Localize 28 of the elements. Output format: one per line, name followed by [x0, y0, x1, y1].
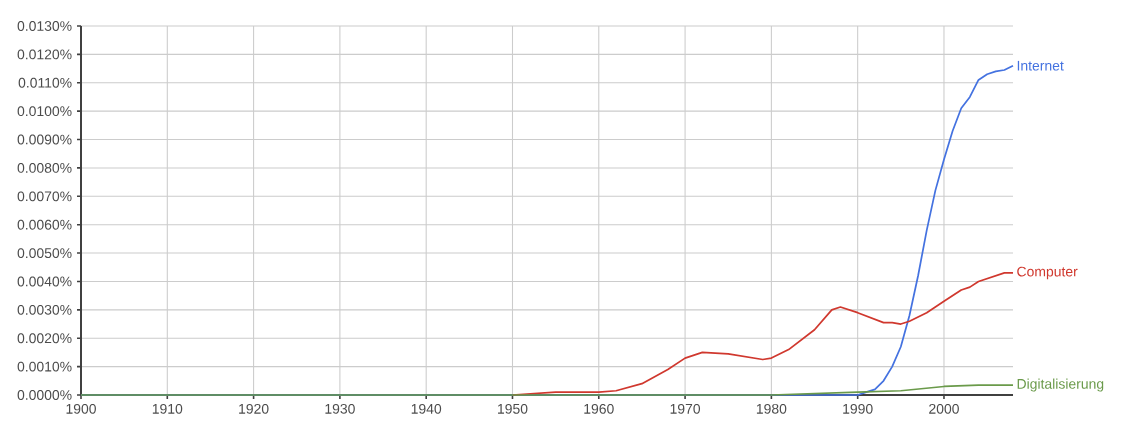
x-tick-label: 1970	[670, 403, 701, 414]
x-tick-label: 1920	[239, 403, 269, 414]
y-tick-label: 0.0000%	[17, 390, 72, 400]
y-tick-label: 0.0010%	[17, 361, 72, 372]
x-tick-label: 1990	[843, 403, 873, 414]
x-tick-label: 1950	[498, 403, 528, 414]
x-tick-label: 1940	[411, 403, 442, 414]
x-tick-label: 1980	[756, 403, 787, 414]
x-tick-label: 1910	[152, 403, 183, 414]
y-tick-label: 0.0030%	[17, 304, 72, 315]
y-tick-label: 0.0020%	[17, 333, 72, 344]
y-tick-label: 0.0120%	[17, 49, 72, 60]
x-tick-label: 2000	[929, 403, 959, 414]
x-tick-label: 1960	[584, 403, 614, 414]
series-label: Computer	[1017, 266, 1078, 280]
y-tick-label: 0.0060%	[17, 219, 72, 230]
x-tick-label: 1900	[66, 403, 96, 414]
y-tick-label: 0.0070%	[17, 191, 72, 202]
y-tick-label: 0.0130%	[17, 21, 72, 31]
x-tick-label: 1930	[325, 403, 355, 414]
y-tick-label: 0.0110%	[18, 77, 72, 88]
y-tick-label: 0.0050%	[17, 248, 72, 259]
y-tick-label: 0.0080%	[17, 162, 72, 173]
y-tick-label: 0.0090%	[17, 134, 72, 145]
y-tick-label: 0.0040%	[17, 276, 72, 287]
y-tick-label: 0.0100%	[17, 106, 72, 117]
series-label: Internet	[1017, 60, 1064, 71]
series-label: Digitalisierung	[1017, 378, 1104, 392]
